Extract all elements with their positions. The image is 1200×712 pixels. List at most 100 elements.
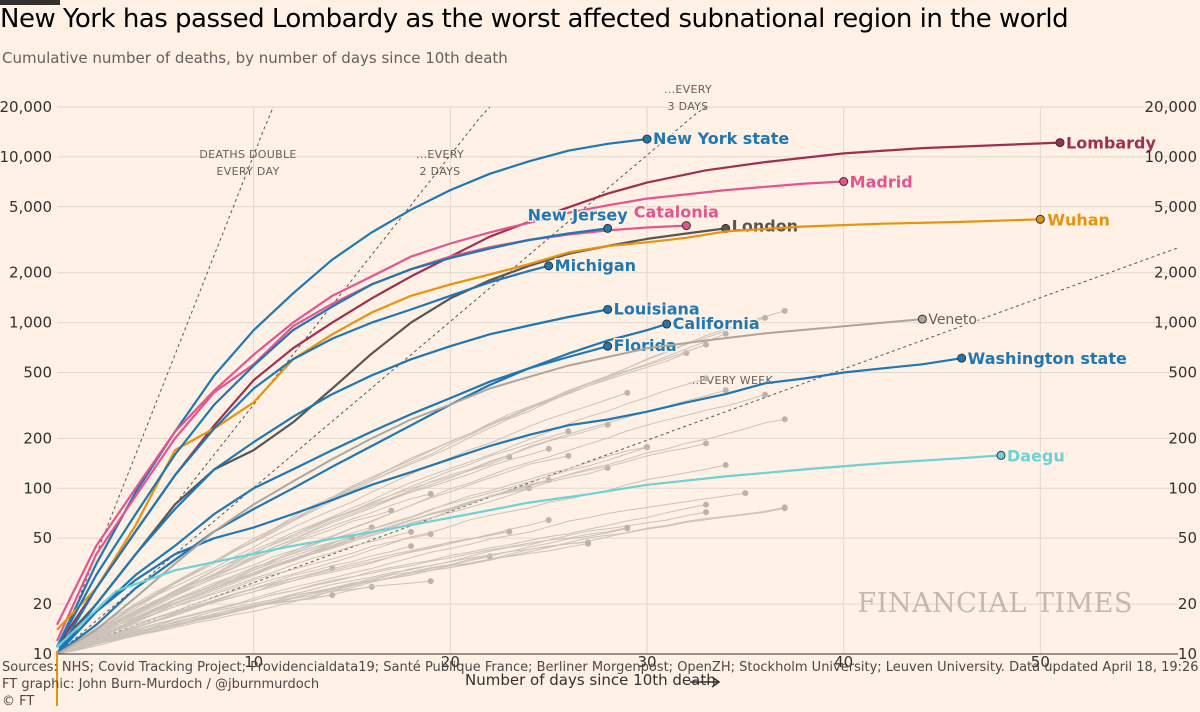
series-endpoint (996, 450, 1006, 460)
series-endpoint (603, 341, 613, 351)
series-label: London (732, 216, 798, 235)
reference-line-label-part: 3 DAYS (668, 100, 709, 113)
y-tick-label-right: 5,000 (1154, 198, 1197, 216)
background-series-endpoint (703, 375, 709, 382)
series-endpoint (603, 304, 613, 314)
y-tick-label-right: 50 (1178, 529, 1197, 547)
reference-line-label-part: EVERY DAY (217, 165, 280, 178)
background-series-line (56, 430, 569, 655)
y-tick-label-right: 500 (1168, 363, 1197, 381)
series-label: Louisiana (614, 299, 700, 318)
chart-footer: Sources: NHS; Covid Tracking Project; Pr… (2, 659, 1200, 710)
background-series-endpoint (388, 507, 395, 514)
background-series-endpoint (427, 531, 434, 538)
x-tick-label: 40 (834, 653, 853, 671)
series-label: Veneto (928, 312, 977, 328)
background-series-endpoint (644, 444, 650, 450)
reference-line-label-part: ...EVERY (664, 83, 712, 96)
series-endpoint (681, 221, 691, 231)
series-line-florida (56, 345, 608, 655)
background-series-line (56, 506, 785, 655)
series-label: Catalonia (634, 203, 719, 222)
series-line-washington-state (56, 357, 962, 655)
background-series-endpoint (545, 517, 552, 523)
series-line-daegu (56, 454, 1002, 648)
reference-line-label-part: DEATHS DOUBLE (199, 148, 296, 161)
y-tick-label-right: 20 (1178, 595, 1197, 613)
background-series-endpoint (742, 490, 749, 497)
x-axis-arrow (690, 676, 721, 688)
background-series-line (56, 464, 726, 655)
background-series-line (56, 392, 628, 655)
y-tick-label-right: 10 (1178, 645, 1197, 663)
series-label: New Jersey (528, 205, 629, 224)
series-line-madrid (56, 180, 844, 626)
background-series-line (56, 344, 707, 655)
background-series-line (56, 418, 785, 655)
background-series-endpoint (408, 528, 414, 535)
y-tick-label-right: 1,000 (1154, 314, 1197, 332)
sources-note: Sources: NHS; Covid Tracking Project; Pr… (2, 660, 1200, 675)
x-axis-label: Number of days since 10th death (465, 671, 716, 689)
background-series-endpoint (703, 341, 709, 348)
background-series-endpoint (762, 391, 768, 398)
series-label: California (673, 314, 760, 333)
series-label: Florida (614, 336, 677, 355)
series-label: Washington state (968, 349, 1127, 368)
background-series-endpoint (408, 543, 414, 550)
reference-line-label: ...EVERY 3 DAYS (664, 83, 712, 113)
background-series-endpoint (722, 330, 729, 337)
series-line-california (56, 322, 668, 655)
background-series-endpoint (703, 440, 709, 447)
y-tick-label-left: 100 (23, 479, 52, 497)
background-series-endpoint (781, 307, 788, 314)
background-series-line (56, 537, 353, 655)
reference-line (56, 106, 707, 655)
ft-brand-bar (0, 0, 60, 5)
credit-note: FT graphic: John Burn-Murdoch / @jburnmu… (2, 677, 320, 692)
chart-title: New York has passed Lombardy as the wors… (0, 4, 1069, 34)
y-tick-label-left: 20,000 (0, 98, 52, 116)
background-series-endpoint (781, 504, 788, 511)
series-line-veneto (56, 318, 923, 655)
background-series-line (56, 527, 628, 655)
series-label: Wuhan (1047, 210, 1110, 229)
y-tick-label-left: 500 (23, 363, 52, 381)
series-line-louisiana (56, 308, 608, 655)
background-series-endpoint (722, 387, 729, 394)
y-tick-label-left: 5,000 (9, 198, 52, 216)
background-series-line (56, 504, 707, 655)
axes: 10 10 20 20 50 50 100 100 200 200 500 500 1,000 1,000… (0, 98, 1197, 706)
series-label: New York state (653, 129, 789, 148)
y-tick-label-right: 20,000 (1145, 98, 1198, 116)
background-series-line (56, 543, 589, 655)
background-series (56, 307, 788, 655)
background-series-line (56, 541, 589, 655)
x-tick-label: 20 (441, 653, 460, 671)
series-line-new-jersey (56, 227, 608, 648)
series-endpoint (957, 353, 967, 363)
reference-line-label: ...EVERY 2 DAYS (416, 148, 464, 178)
reference-line-label-part: ...EVERY (416, 148, 464, 161)
series-endpoint (839, 177, 849, 187)
x-tick-label: 30 (637, 653, 656, 671)
background-series-endpoint (506, 528, 513, 535)
y-tick-label-right: 200 (1168, 429, 1197, 447)
background-series-line (56, 531, 510, 655)
reference-line (56, 247, 1179, 655)
series-line-michigan (56, 264, 549, 655)
reference-line-label-part: 2 DAYS (420, 165, 461, 178)
background-series-endpoint (624, 524, 631, 531)
background-series-endpoint (329, 592, 336, 599)
y-tick-label-left: 20 (33, 595, 52, 613)
background-series-line (56, 442, 707, 655)
chart-subtitle: Cumulative number of deaths, by number o… (2, 49, 508, 67)
series-endpoint (642, 134, 652, 144)
series-endpoint (662, 319, 672, 329)
series-label: Lombardy (1066, 134, 1156, 153)
series-endpoint (1035, 214, 1045, 224)
y-tick-label-left: 2,000 (9, 264, 52, 282)
ft-watermark: FINANCIAL TIMES (857, 588, 1133, 619)
background-series-line (56, 493, 431, 655)
